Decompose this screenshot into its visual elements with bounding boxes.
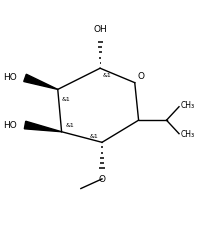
Text: &1: &1 (65, 123, 74, 128)
Text: O: O (98, 175, 106, 184)
Text: &1: &1 (103, 73, 112, 78)
Text: CH₃: CH₃ (180, 101, 194, 110)
Text: &1: &1 (89, 135, 98, 140)
Polygon shape (24, 74, 58, 89)
Text: O: O (138, 72, 145, 81)
Polygon shape (24, 121, 62, 132)
Text: OH: OH (93, 25, 107, 34)
Text: CH₃: CH₃ (180, 130, 194, 139)
Text: HO: HO (4, 121, 17, 130)
Text: &1: &1 (62, 97, 70, 102)
Text: HO: HO (4, 73, 17, 82)
